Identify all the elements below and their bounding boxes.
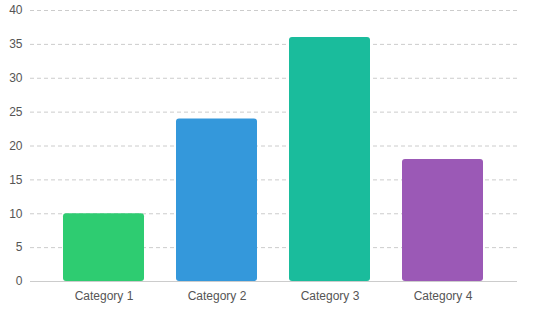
svg-text:5: 5 <box>16 240 23 254</box>
svg-text:35: 35 <box>9 37 23 51</box>
svg-text:40: 40 <box>9 3 23 17</box>
svg-text:15: 15 <box>9 173 23 187</box>
svg-text:10: 10 <box>9 207 23 221</box>
svg-text:Category 2: Category 2 <box>188 289 247 303</box>
svg-text:30: 30 <box>9 71 23 85</box>
svg-text:20: 20 <box>9 139 23 153</box>
svg-text:Category 3: Category 3 <box>301 289 360 303</box>
svg-text:0: 0 <box>16 274 23 288</box>
svg-text:Category 4: Category 4 <box>414 289 473 303</box>
svg-text:Category 1: Category 1 <box>75 289 134 303</box>
svg-text:25: 25 <box>9 105 23 119</box>
